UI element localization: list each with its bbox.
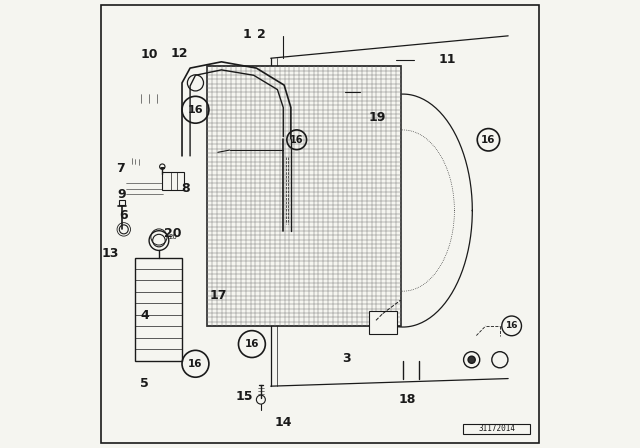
Text: 6: 6	[120, 209, 128, 223]
Text: 20: 20	[168, 234, 177, 241]
Text: 18: 18	[399, 393, 416, 406]
Ellipse shape	[184, 83, 194, 96]
Bar	[463, 424, 530, 434]
Ellipse shape	[403, 339, 419, 350]
Ellipse shape	[403, 237, 419, 248]
Text: 16: 16	[290, 135, 303, 145]
Text: 14: 14	[275, 415, 292, 429]
Polygon shape	[196, 61, 401, 66]
Polygon shape	[154, 212, 191, 245]
Ellipse shape	[403, 322, 419, 333]
Polygon shape	[159, 170, 184, 172]
Polygon shape	[129, 254, 182, 258]
Ellipse shape	[403, 185, 419, 197]
Bar	[369, 311, 397, 334]
Bar	[207, 66, 401, 326]
Polygon shape	[462, 336, 509, 362]
Text: 17: 17	[209, 289, 227, 302]
Polygon shape	[271, 379, 515, 390]
Ellipse shape	[403, 220, 419, 231]
Text: 16: 16	[188, 105, 204, 115]
Text: 31172014: 31172014	[478, 424, 515, 433]
Polygon shape	[127, 69, 173, 103]
Text: 5: 5	[140, 376, 148, 390]
Polygon shape	[129, 254, 136, 361]
Polygon shape	[196, 61, 207, 326]
Polygon shape	[365, 308, 397, 311]
Polygon shape	[128, 158, 145, 166]
Text: 16: 16	[244, 339, 259, 349]
Ellipse shape	[403, 254, 419, 265]
Bar	[136, 258, 182, 361]
Text: 12: 12	[170, 47, 188, 60]
Text: 19: 19	[369, 111, 386, 124]
Text: 16: 16	[481, 135, 496, 145]
Text: 8: 8	[181, 181, 190, 195]
Polygon shape	[255, 39, 516, 64]
Text: 1: 1	[243, 27, 252, 41]
Text: 3: 3	[342, 352, 351, 365]
Ellipse shape	[403, 271, 419, 282]
Text: 16: 16	[506, 321, 518, 330]
Polygon shape	[284, 28, 293, 36]
Polygon shape	[253, 36, 517, 61]
Text: 4: 4	[140, 309, 148, 323]
Text: 16: 16	[188, 359, 203, 369]
Text: 11: 11	[439, 52, 456, 66]
Text: 2: 2	[257, 27, 266, 41]
Text: 20: 20	[164, 227, 182, 241]
Polygon shape	[122, 175, 163, 199]
Text: 15: 15	[235, 390, 253, 403]
Text: 10: 10	[140, 48, 157, 61]
Polygon shape	[508, 36, 524, 381]
Bar	[119, 200, 125, 205]
Circle shape	[468, 356, 476, 363]
Text: 13: 13	[102, 246, 119, 260]
Ellipse shape	[403, 288, 419, 299]
Text: 7: 7	[116, 161, 125, 175]
Ellipse shape	[179, 80, 197, 103]
Ellipse shape	[403, 305, 419, 316]
Bar	[163, 172, 184, 190]
Text: 9: 9	[118, 188, 126, 202]
Ellipse shape	[403, 202, 419, 214]
